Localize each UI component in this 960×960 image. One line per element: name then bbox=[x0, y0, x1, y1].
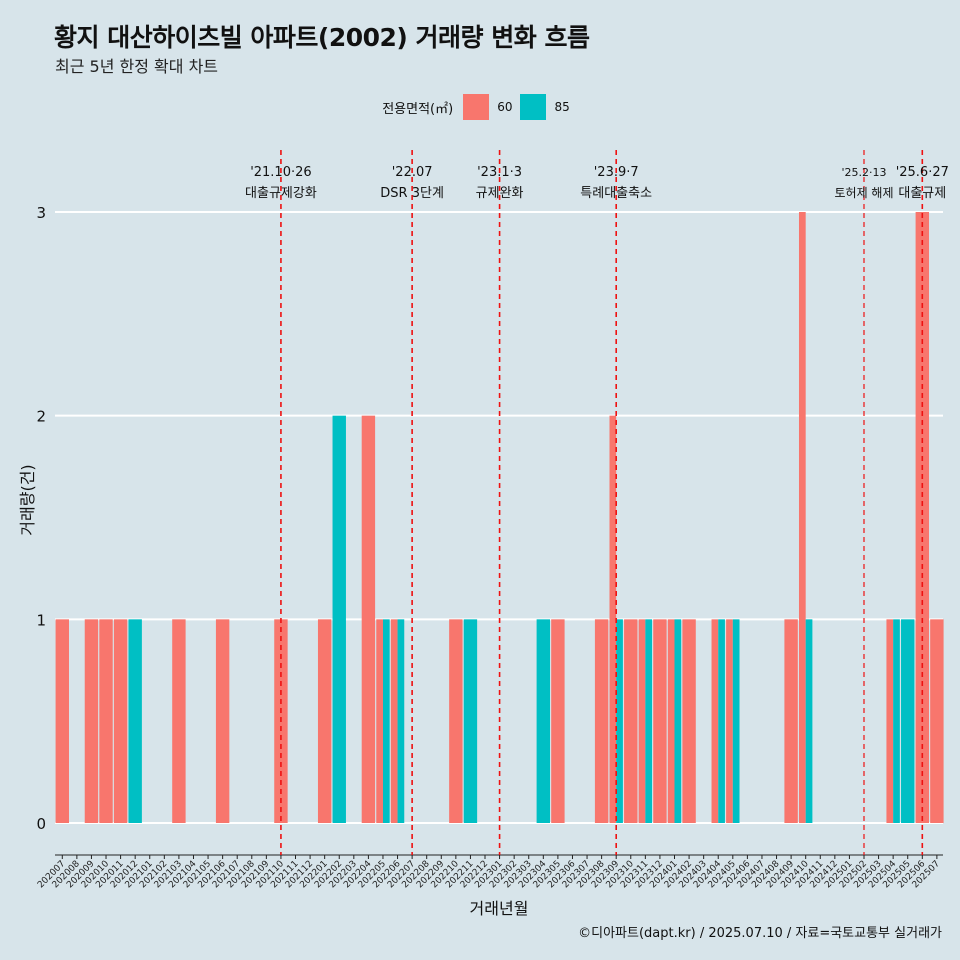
bar-60-202404 bbox=[711, 619, 719, 823]
bar-60-202311 bbox=[638, 619, 646, 823]
legend-key-60 bbox=[463, 94, 490, 120]
y-axis-title: 거래량(건) bbox=[18, 464, 37, 535]
bar-60-202205 bbox=[376, 619, 383, 823]
event-date-202506: '25.6·27 bbox=[896, 165, 949, 180]
bar-60-202310 bbox=[624, 619, 638, 823]
bar-60-202504 bbox=[886, 619, 894, 823]
bar-60-202007 bbox=[55, 619, 69, 823]
chart-title: 황지 대산하이츠빌 아파트(2002) 거래량 변화 흐름 bbox=[54, 23, 590, 52]
bar-60-202507 bbox=[930, 619, 944, 823]
y-tick-label: 1 bbox=[36, 611, 46, 629]
bar-85-202405 bbox=[732, 619, 740, 823]
y-tick-label: 3 bbox=[36, 204, 46, 222]
bar-85-202211 bbox=[463, 619, 478, 823]
bar-60-202305 bbox=[551, 619, 565, 823]
bar-60-202409 bbox=[784, 619, 798, 823]
bar-85-202410 bbox=[805, 619, 813, 823]
event-date-202309: '23.9·7 bbox=[594, 165, 639, 180]
bar-60-202201 bbox=[317, 619, 332, 823]
bar-60-202206 bbox=[390, 619, 398, 823]
bar-85-202404 bbox=[718, 619, 725, 823]
bar-60-202410 bbox=[798, 212, 806, 823]
bar-60-202401 bbox=[667, 619, 675, 823]
event-label-202110: 대출규제강화 bbox=[245, 186, 317, 201]
source-caption: ©디아파트(dapt.kr) / 2025.07.10 / 자료=국토교통부 실… bbox=[578, 926, 942, 941]
bar-85-202505 bbox=[901, 619, 915, 823]
x-axis-title: 거래년월 bbox=[470, 899, 529, 918]
bar-85-202205 bbox=[382, 619, 390, 823]
legend-key-85 bbox=[520, 94, 547, 120]
bar-60-202106 bbox=[215, 619, 230, 823]
event-label-202506: 대출규제 bbox=[898, 186, 946, 201]
bar-60-202010 bbox=[99, 619, 113, 823]
bar-85-202401 bbox=[674, 619, 682, 823]
y-tick-label: 2 bbox=[36, 408, 46, 426]
event-date-202301: '23.1·3 bbox=[477, 165, 522, 180]
bar-85-202504 bbox=[893, 619, 900, 823]
legend-title: 전용면적(㎡) bbox=[382, 101, 454, 117]
bar-60-202405 bbox=[726, 619, 733, 823]
legend-label-60: 60 bbox=[497, 100, 513, 114]
bar-60-202309 bbox=[609, 415, 617, 823]
bar-85-202311 bbox=[645, 619, 653, 823]
bar-60-202308 bbox=[594, 619, 609, 823]
bar-60-202312 bbox=[653, 619, 667, 823]
chart-subtitle: 최근 5년 한정 확대 차트 bbox=[55, 57, 219, 76]
legend-label-85: 85 bbox=[554, 100, 570, 114]
event-date-202207: '22.07 bbox=[392, 165, 433, 180]
bar-85-202304 bbox=[536, 619, 551, 823]
bar-60-202009 bbox=[84, 619, 99, 823]
event-label-202309: 특례대출축소 bbox=[580, 186, 652, 201]
legend: 전용면적(㎡) 60 85 bbox=[0, 94, 960, 120]
event-label-202301: 규제완화 bbox=[476, 186, 524, 201]
bar-85-202202 bbox=[332, 415, 346, 823]
event-label-202207: DSR 3단계 bbox=[380, 186, 444, 201]
bar-60-202103 bbox=[172, 619, 186, 823]
bar-60-202204 bbox=[361, 415, 376, 823]
bar-60-202506 bbox=[915, 212, 930, 823]
bar-60-202402 bbox=[682, 619, 696, 823]
bar-85-202206 bbox=[397, 619, 405, 823]
event-label-202502: 토허제 해제 bbox=[834, 186, 893, 200]
event-date-202110: '21.10·26 bbox=[250, 165, 311, 180]
bar-60-202210 bbox=[449, 619, 463, 823]
y-tick-label: 0 bbox=[36, 815, 46, 833]
bar-85-202309 bbox=[616, 619, 623, 823]
event-date-202502: '25.2·13 bbox=[841, 166, 886, 179]
bar-60-202011 bbox=[113, 619, 128, 823]
bar-85-202012 bbox=[128, 619, 142, 823]
